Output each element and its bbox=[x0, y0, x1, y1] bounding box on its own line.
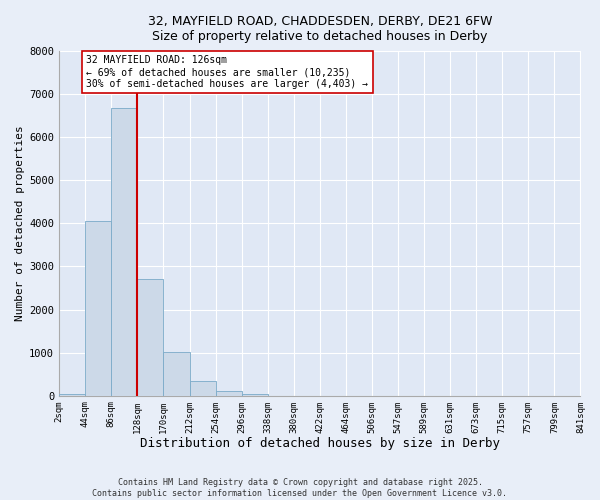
Bar bbox=[85, 222, 111, 396]
Text: Contains HM Land Registry data © Crown copyright and database right 2025.
Contai: Contains HM Land Registry data © Crown c… bbox=[92, 478, 508, 498]
Title: 32, MAYFIELD ROAD, CHADDESDEN, DERBY, DE21 6FW
Size of property relative to deta: 32, MAYFIELD ROAD, CHADDESDEN, DERBY, DE… bbox=[148, 15, 492, 43]
Bar bbox=[215, 391, 242, 396]
Bar bbox=[190, 381, 215, 396]
Bar bbox=[163, 352, 190, 396]
Bar bbox=[59, 394, 85, 396]
Y-axis label: Number of detached properties: Number of detached properties bbox=[15, 126, 25, 322]
Text: 32 MAYFIELD ROAD: 126sqm
← 69% of detached houses are smaller (10,235)
30% of se: 32 MAYFIELD ROAD: 126sqm ← 69% of detach… bbox=[86, 56, 368, 88]
Bar bbox=[137, 280, 163, 396]
X-axis label: Distribution of detached houses by size in Derby: Distribution of detached houses by size … bbox=[140, 437, 500, 450]
Bar bbox=[242, 394, 268, 396]
Bar bbox=[111, 108, 137, 396]
